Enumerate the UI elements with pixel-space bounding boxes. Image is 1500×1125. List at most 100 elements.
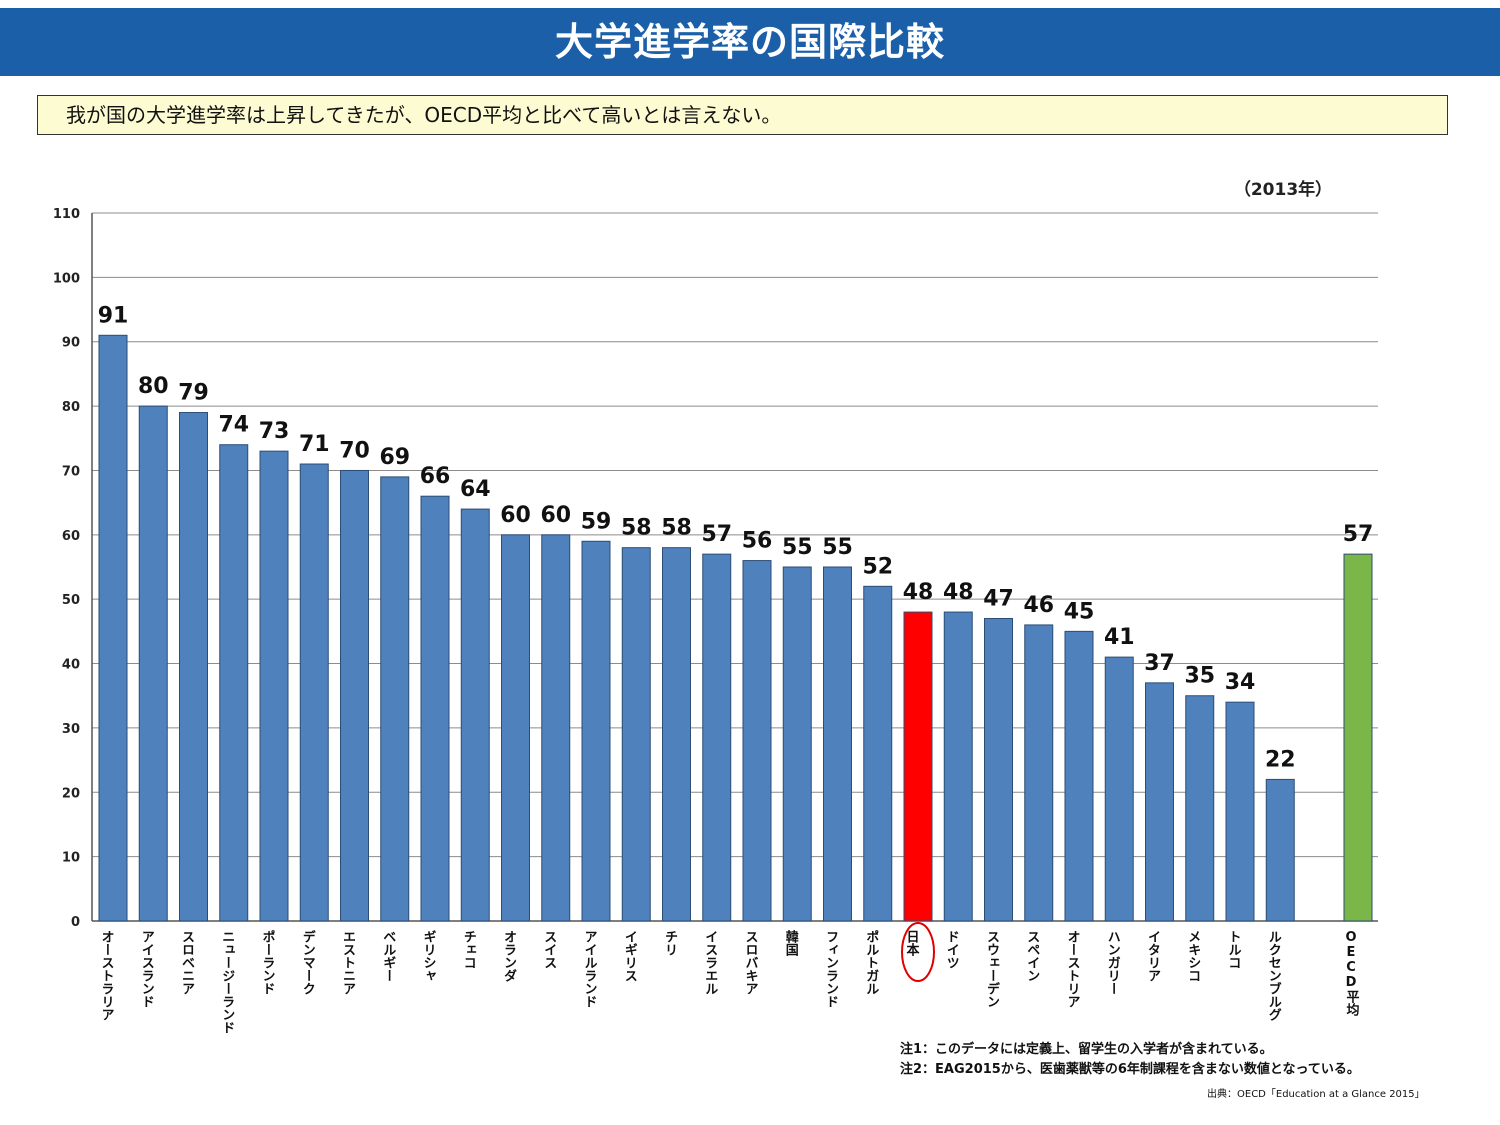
bar [662, 547, 691, 922]
bar [823, 566, 852, 922]
data-label: 48 [903, 580, 934, 605]
data-label: 47 [983, 586, 1014, 611]
y-tick-label: 30 [62, 722, 80, 737]
x-tick-label: スロベニア [179, 930, 195, 995]
bar [984, 617, 1013, 922]
data-label: 58 [621, 516, 652, 541]
data-label: 91 [98, 303, 129, 328]
data-label: 58 [661, 516, 692, 541]
x-tick-label: オランダ [501, 930, 517, 982]
note-1: 注1：このデータには定義上、留学生の入学者が含まれている。 [900, 1042, 1273, 1057]
bar [1064, 630, 1094, 922]
data-label: 48 [943, 580, 974, 605]
bar [1185, 695, 1215, 922]
data-label: 37 [1144, 651, 1175, 676]
bar [259, 450, 289, 922]
bar [742, 560, 772, 922]
data-label: 57 [701, 522, 732, 547]
bar [621, 547, 651, 922]
data-label: 55 [822, 535, 853, 560]
x-tick-label: ハンガリー [1105, 930, 1121, 995]
bar [1024, 624, 1054, 922]
bar [943, 611, 973, 922]
x-tick-label: デンマーク [300, 929, 316, 995]
data-label: 80 [138, 374, 169, 399]
bar [179, 412, 208, 922]
x-tick-label: オーストリア [1065, 930, 1081, 1008]
bar [380, 476, 410, 922]
bar [460, 508, 490, 922]
bar [702, 553, 732, 922]
x-tick-label: アイルランド [582, 930, 598, 1008]
y-tick-label: 40 [62, 658, 80, 673]
x-tick-label: オーストラリア [99, 930, 115, 1021]
y-tick-label: 60 [62, 529, 80, 544]
data-label: 46 [1023, 593, 1054, 618]
x-tick-label: ニュージーランド [219, 930, 235, 1034]
data-label: 71 [299, 432, 330, 457]
data-label: 73 [259, 419, 290, 444]
data-label: 60 [500, 503, 531, 528]
data-label: 35 [1184, 664, 1215, 689]
x-tick-label: ベルギー [380, 930, 396, 982]
bar [903, 611, 933, 922]
x-tick-label: アイスランド [139, 930, 155, 1008]
x-tick-label: エストニア [340, 930, 356, 995]
page-title: 大学進学率の国際比較 [0, 8, 1500, 76]
x-tick-label: OECD平均 [1344, 930, 1360, 1017]
x-tick-label: チェコ [461, 930, 476, 969]
y-tick-label: 70 [62, 464, 80, 479]
y-tick-label: 0 [71, 915, 80, 930]
bar [340, 469, 369, 922]
bar [1265, 778, 1295, 922]
x-tick-label: ドイツ [944, 930, 960, 969]
data-label: 41 [1104, 625, 1135, 650]
bar [782, 566, 812, 922]
data-label: 64 [460, 477, 491, 502]
y-tick-label: 90 [62, 336, 80, 351]
x-tick-label: イタリア [1145, 930, 1161, 982]
data-label: 79 [178, 381, 209, 406]
bar [98, 334, 128, 922]
y-tick-label: 80 [62, 400, 80, 415]
y-tick-label: 20 [62, 786, 80, 801]
x-tick-label: 韓国 [783, 929, 799, 957]
data-label: 45 [1064, 599, 1095, 624]
bar [299, 463, 329, 922]
data-label: 60 [540, 503, 571, 528]
x-tick-label: ポルトガル [863, 929, 879, 995]
bar [541, 534, 571, 922]
year-label: （2013年） [1234, 179, 1332, 200]
x-tick-label: チリ [662, 930, 677, 956]
data-label: 34 [1225, 670, 1256, 695]
source-citation: 出典：OECD「Education at a Glance 2015」 [1207, 1089, 1425, 1100]
bar [501, 534, 530, 922]
bar [863, 585, 893, 922]
japan-highlight-circle [901, 922, 935, 982]
data-label: 55 [782, 535, 813, 560]
x-tick-label: イギリス [622, 930, 638, 982]
summary-box: 我が国の大学進学率は上昇してきたが、OECD平均と比べて高いとは言えない。 [37, 95, 1448, 135]
x-tick-label: スイス [541, 930, 557, 969]
data-label: 74 [218, 413, 249, 438]
x-tick-label: イスラエル [702, 930, 718, 995]
y-tick-label: 100 [53, 271, 80, 286]
x-tick-label: ポーランド [260, 929, 276, 995]
x-tick-label: スペイン [1024, 930, 1040, 982]
data-label: 59 [581, 509, 612, 534]
data-label: 70 [339, 438, 370, 463]
x-tick-label: トルコ [1226, 930, 1242, 969]
bar [1343, 553, 1373, 922]
data-label: 57 [1343, 522, 1374, 547]
y-tick-label: 10 [62, 851, 80, 866]
bar [219, 444, 249, 922]
note-2: 注2：EAG2015から、医歯薬獣等の6年制課程を含まない数値となっている。 [900, 1062, 1360, 1077]
y-tick-label: 50 [62, 593, 80, 608]
x-tick-label: 日本 [904, 930, 920, 957]
bar [1225, 701, 1255, 922]
data-label: 52 [862, 554, 893, 579]
bar [1145, 682, 1174, 922]
bar [420, 495, 450, 922]
x-tick-label: メキシコ [1185, 930, 1200, 982]
summary-text: 我が国の大学進学率は上昇してきたが、OECD平均と比べて高いとは言えない。 [66, 103, 782, 127]
